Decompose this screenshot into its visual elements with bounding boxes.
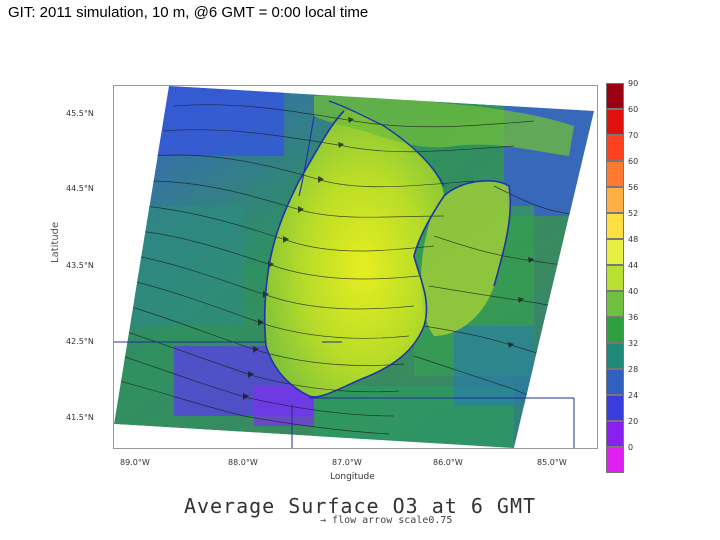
y-axis-label: Latitude	[50, 221, 61, 263]
legend-label: 48	[628, 235, 639, 244]
legend-label: 44	[628, 261, 639, 270]
ozone-map	[114, 86, 594, 448]
legend-swatch	[606, 265, 624, 291]
upper-michigan-band	[314, 94, 574, 156]
legend-label: 28	[628, 365, 639, 374]
legend-label: 36	[628, 313, 639, 322]
legend-swatch	[606, 447, 624, 473]
legend-label: 60	[628, 157, 639, 166]
map-plot-area	[113, 85, 598, 449]
lon-tick: 86.0°W	[433, 458, 463, 467]
lake-shoreline	[263, 110, 512, 398]
legend-label: 24	[628, 391, 639, 400]
lake-michigan	[264, 110, 444, 397]
legend-swatch	[606, 239, 624, 265]
legend-swatch	[606, 109, 624, 135]
page-title: GIT: 2011 simulation, 10 m, @6 GMT = 0:0…	[8, 4, 369, 21]
lat-tick: 43.5°N	[66, 261, 94, 270]
legend-swatch	[606, 291, 624, 317]
legend-swatch	[606, 135, 624, 161]
legend-swatch	[606, 369, 624, 395]
legend-label: 32	[628, 339, 639, 348]
lat-tick: 45.5°N	[66, 109, 94, 118]
lon-tick: 87.0°W	[332, 458, 362, 467]
field-patch-w	[134, 206, 244, 326]
field-patch-nw	[154, 86, 284, 156]
legend-swatch	[606, 343, 624, 369]
color-legend: 90 60 70 60 56 52 48 44 40 36 32 28 24 20 0	[606, 79, 638, 473]
lake-superior-shore	[493, 86, 555, 100]
lat-tick: 41.5°N	[66, 413, 94, 422]
lon-tick: 85.0°W	[537, 458, 567, 467]
legend-label: 40	[628, 287, 639, 296]
legend-swatch	[606, 187, 624, 213]
legend-label: 56	[628, 183, 639, 192]
legend-label: 52	[628, 209, 639, 218]
legend-label: 0	[628, 443, 634, 452]
state-borders	[114, 341, 575, 448]
lon-tick: 89.0°W	[120, 458, 150, 467]
plot-subtitle: → flow arrow scale0.75	[320, 515, 453, 526]
legend-label: 60	[628, 105, 639, 114]
legend-label: 20	[628, 417, 639, 426]
legend-swatch	[606, 83, 624, 109]
lat-tick: 42.5°N	[66, 337, 94, 346]
legend-swatch	[606, 395, 624, 421]
lat-tick: 44.5°N	[66, 184, 94, 193]
legend-label: 90	[628, 79, 639, 88]
legend-swatch	[606, 317, 624, 343]
legend-label: 70	[628, 131, 639, 140]
field-patch-se	[454, 326, 534, 406]
green-bay-shore	[298, 115, 315, 197]
upper-shoreline	[328, 100, 445, 187]
plot-title: Average Surface O3 at 6 GMT	[183, 494, 537, 518]
legend-swatch	[606, 161, 624, 187]
x-axis-label: Longitude	[330, 472, 375, 482]
lower-peninsula-warm	[421, 180, 511, 336]
lon-tick: 88.0°W	[228, 458, 258, 467]
legend-swatch	[606, 213, 624, 239]
legend-swatch	[606, 421, 624, 447]
